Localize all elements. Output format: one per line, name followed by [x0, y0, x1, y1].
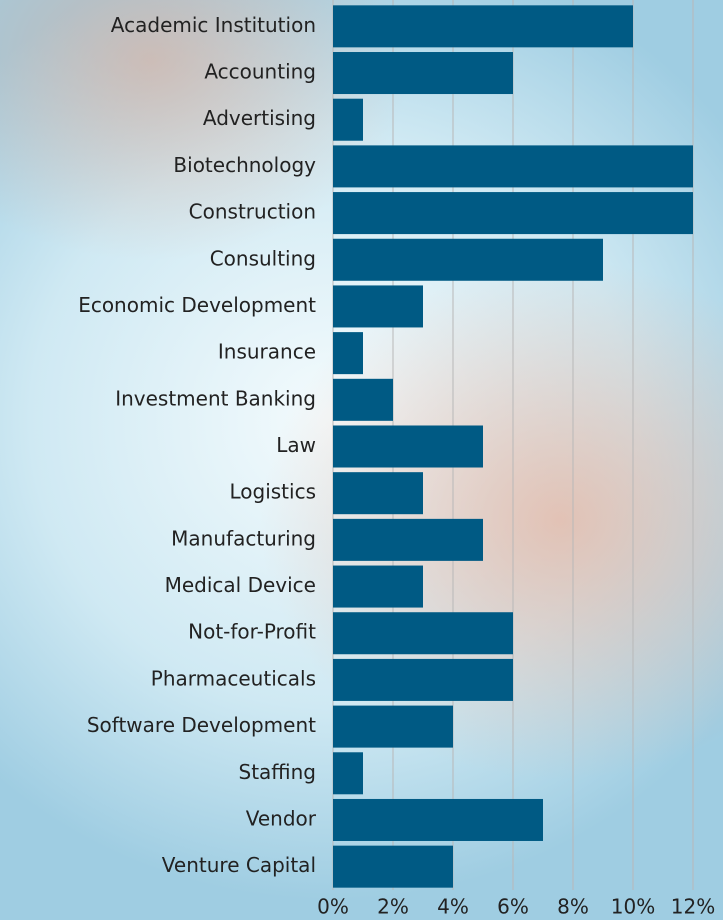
bar — [333, 798, 543, 841]
x-tick-label: 4% — [437, 895, 469, 919]
x-tick-label: 8% — [557, 895, 589, 919]
y-tick-label: Not-for-Profit — [188, 620, 316, 644]
y-tick-label: Software Development — [87, 713, 316, 737]
y-tick-label: Economic Development — [78, 293, 316, 317]
y-tick-label: Investment Banking — [115, 386, 316, 410]
bar — [333, 752, 363, 795]
bar — [333, 52, 513, 95]
y-tick-label: Biotechnology — [173, 153, 316, 177]
y-tick-label: Manufacturing — [171, 526, 316, 550]
y-tick-label: Staffing — [239, 760, 317, 784]
y-tick-label: Construction — [189, 200, 316, 224]
bar — [333, 472, 423, 515]
bar — [333, 145, 693, 188]
y-tick-label: Academic Institution — [111, 13, 316, 37]
bar — [333, 425, 483, 468]
x-tick-label: 2% — [377, 895, 409, 919]
bar — [333, 238, 603, 281]
y-tick-label: Advertising — [203, 106, 316, 130]
bar — [333, 518, 483, 561]
bar — [333, 285, 423, 328]
y-tick-label: Medical Device — [165, 573, 316, 597]
bar — [333, 192, 693, 235]
y-tick-label: Law — [276, 433, 316, 457]
bar — [333, 565, 423, 608]
bar — [333, 612, 513, 655]
y-tick-label: Venture Capital — [162, 853, 316, 877]
x-tick-label: 6% — [497, 895, 529, 919]
x-tick-label: 0% — [317, 895, 349, 919]
y-tick-label: Accounting — [204, 60, 316, 84]
x-tick-label: 12% — [671, 895, 715, 919]
bar — [333, 332, 363, 375]
x-tick-label: 10% — [611, 895, 655, 919]
bar — [333, 98, 363, 141]
bar — [333, 378, 393, 421]
y-tick-label: Consulting — [210, 246, 316, 270]
y-tick-label: Insurance — [218, 340, 316, 364]
y-tick-label: Pharmaceuticals — [151, 666, 316, 690]
bar — [333, 658, 513, 701]
bar — [333, 845, 453, 888]
bar — [333, 5, 633, 48]
y-tick-label: Vendor — [246, 806, 317, 830]
bar — [333, 705, 453, 748]
y-tick-label: Logistics — [229, 480, 316, 504]
